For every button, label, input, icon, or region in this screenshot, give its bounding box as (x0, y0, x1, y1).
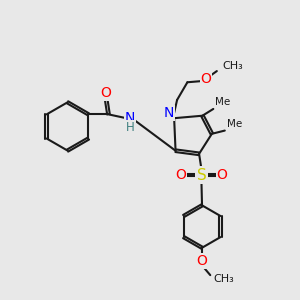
Text: H: H (126, 121, 135, 134)
Text: CH₃: CH₃ (222, 61, 243, 71)
Text: CH₃: CH₃ (213, 274, 234, 284)
Text: Me: Me (215, 97, 231, 107)
Text: N: N (164, 106, 174, 120)
Text: Me: Me (227, 119, 242, 129)
Text: O: O (200, 72, 211, 86)
Text: O: O (101, 86, 112, 100)
Text: S: S (196, 167, 206, 182)
Text: O: O (196, 254, 208, 268)
Text: O: O (176, 168, 186, 182)
Text: N: N (125, 111, 136, 125)
Text: O: O (217, 168, 227, 182)
